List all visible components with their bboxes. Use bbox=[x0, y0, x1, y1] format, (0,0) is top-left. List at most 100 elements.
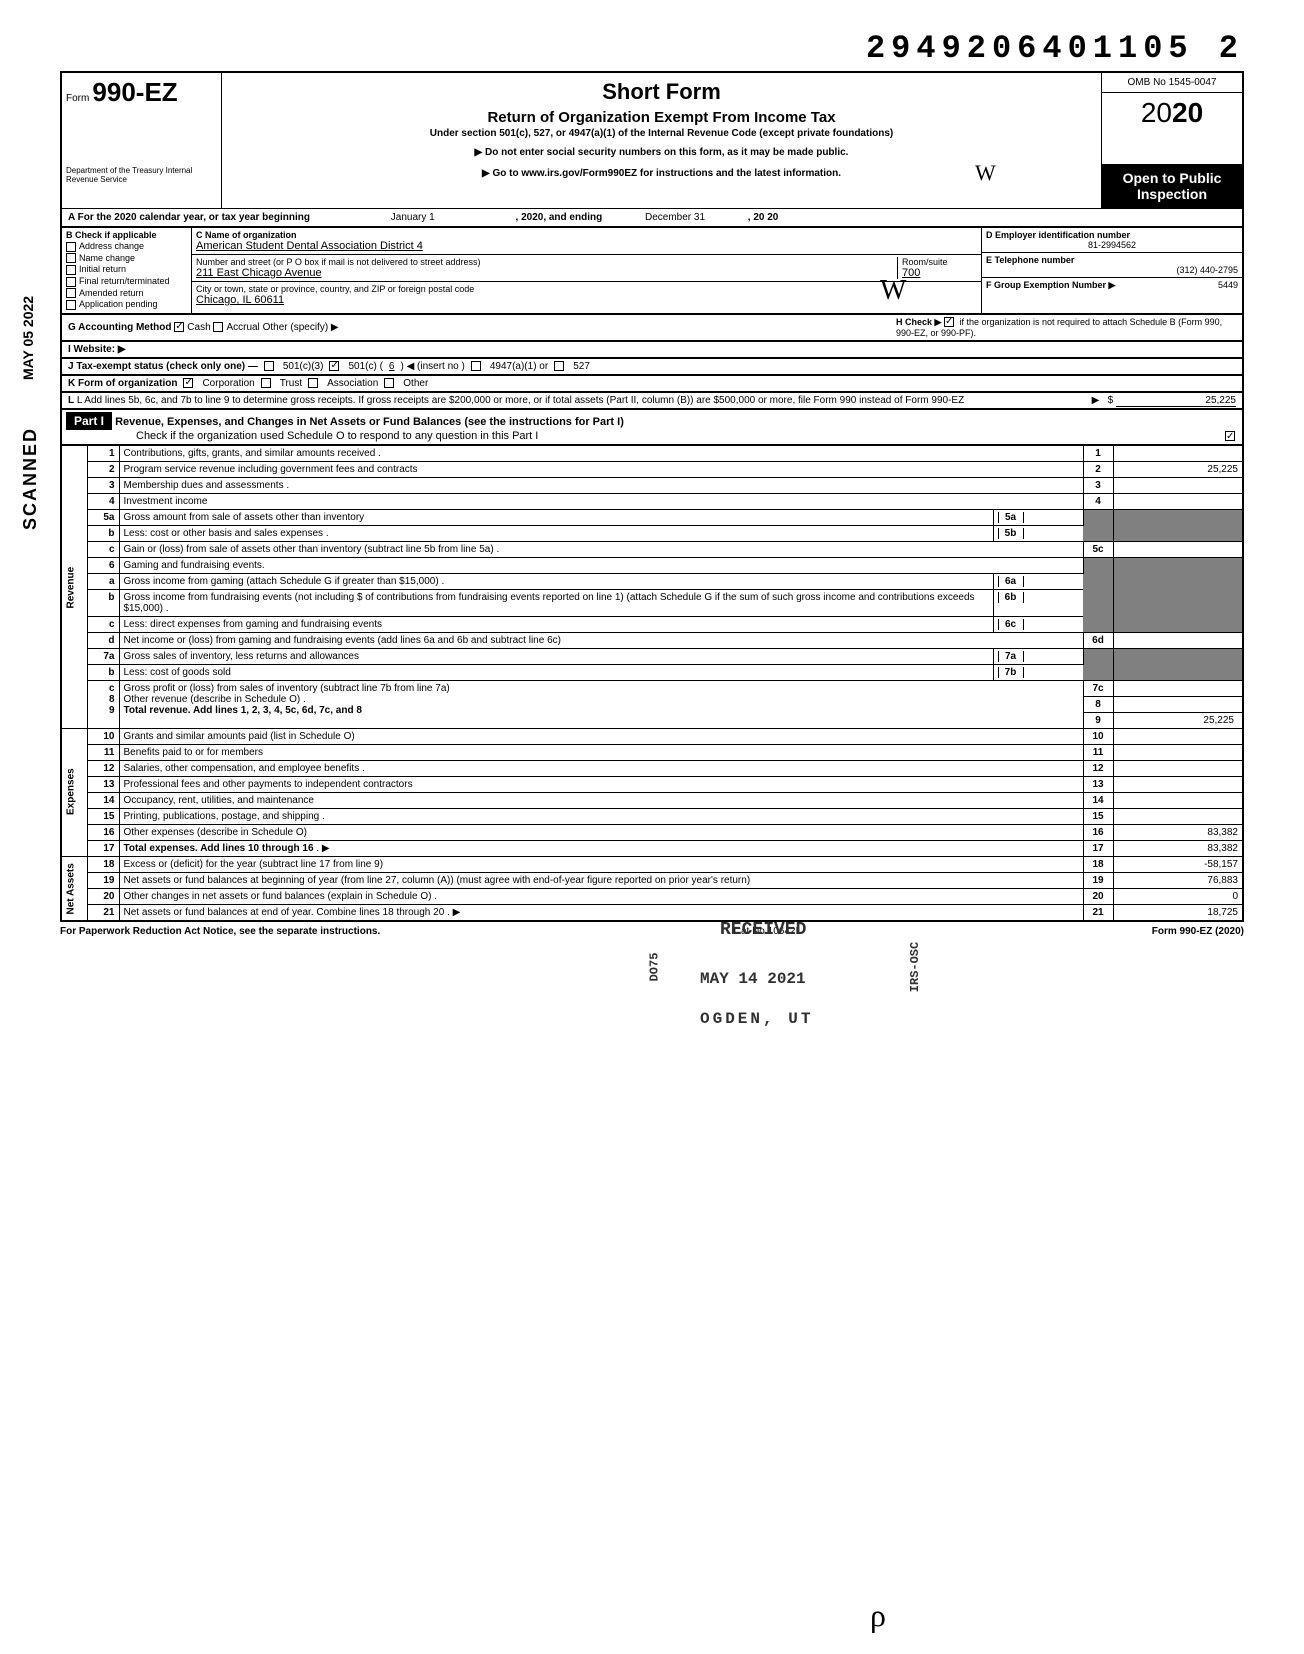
c-city-header: City or town, state or province, country… bbox=[196, 284, 474, 294]
c-column: C Name of organization American Student … bbox=[192, 228, 982, 313]
i-row: I Website: ▶ bbox=[60, 342, 1244, 359]
e-header: E Telephone number bbox=[986, 255, 1074, 265]
form-header: Form 990-EZ Short Form Return of Organiz… bbox=[60, 71, 1244, 164]
check-h[interactable] bbox=[944, 317, 954, 327]
ein: 81-2994562 bbox=[986, 240, 1238, 250]
right-header-cell: OMB No 1545-0047 2020 bbox=[1102, 73, 1242, 164]
b-header: B Check if applicable bbox=[66, 230, 157, 240]
j-label: J Tax-exempt status (check only one) — bbox=[68, 361, 258, 372]
org-city: Chicago, IL 60611 bbox=[196, 294, 284, 306]
check-initial[interactable]: Initial return bbox=[66, 264, 187, 275]
line-3: 3Membership dues and assessments . 3 bbox=[61, 477, 1243, 493]
dept-label: Department of the Treasury Internal Reve… bbox=[62, 164, 222, 208]
check-527[interactable] bbox=[554, 361, 564, 371]
f-gen-row: F Group Exemption Number ▶ 5449 bbox=[982, 278, 1242, 293]
line-a: A For the 2020 calendar year, or tax yea… bbox=[60, 209, 1244, 228]
line-5b: bLess: cost or other basis and sales exp… bbox=[61, 525, 1243, 541]
check-501c3[interactable] bbox=[264, 361, 274, 371]
line-18: Net Assets 18Excess or (deficit) for the… bbox=[61, 856, 1243, 872]
lines-table: Revenue 1 Contributions, gifts, grants, … bbox=[60, 446, 1244, 922]
l-row: L L Add lines 5b, 6c, and 7b to line 9 t… bbox=[60, 393, 1244, 410]
line-a-mid: , 2020, and ending bbox=[516, 212, 603, 223]
d-ein-row: D Employer identification number 81-2994… bbox=[982, 228, 1242, 253]
open-public: Open to Public Inspection bbox=[1102, 164, 1242, 208]
check-address[interactable]: Address change bbox=[66, 241, 187, 252]
c-addr-header: Number and street (or P O box if mail is… bbox=[196, 257, 480, 267]
k-label: K Form of organization bbox=[68, 378, 177, 389]
line-6d: dNet income or (loss) from gaming and fu… bbox=[61, 632, 1243, 648]
date-stamp-vert: MAY 05 2022 bbox=[20, 296, 36, 380]
title-main: Short Form bbox=[228, 79, 1095, 105]
check-4947[interactable] bbox=[471, 361, 481, 371]
phone: (312) 440-2795 bbox=[986, 265, 1238, 275]
line-12: 12Salaries, other compensation, and empl… bbox=[61, 760, 1243, 776]
form-label-cell: Form 990-EZ bbox=[62, 73, 222, 164]
dept-row: Department of the Treasury Internal Reve… bbox=[60, 164, 1244, 209]
line-6c: cLess: direct expenses from gaming and f… bbox=[61, 616, 1243, 632]
org-name: American Student Dental Association Dist… bbox=[196, 240, 423, 252]
goto-text: ▶ Go to www.irs.gov/Form990EZ for instru… bbox=[222, 164, 1102, 208]
line-6: 6Gaming and fundraising events. bbox=[61, 557, 1243, 573]
line-16: 16Other expenses (describe in Schedule O… bbox=[61, 824, 1243, 840]
info-grid: B Check if applicable Address change Nam… bbox=[60, 228, 1244, 315]
initial-stamp-1: W bbox=[880, 275, 906, 307]
line-a-prefix: A For the 2020 calendar year, or tax yea… bbox=[68, 212, 310, 223]
part1-title: Revenue, Expenses, and Changes in Net As… bbox=[115, 416, 624, 428]
check-other[interactable] bbox=[384, 378, 394, 388]
part1-label: Part I bbox=[66, 412, 112, 430]
line-a-begin: January 1 bbox=[313, 212, 513, 223]
section-revenue: Revenue bbox=[61, 446, 87, 729]
irs-osc-stamp: IRS-OSC bbox=[908, 942, 922, 992]
l-value: 25,225 bbox=[1116, 395, 1236, 407]
check-assoc[interactable] bbox=[308, 378, 318, 388]
check-trust[interactable] bbox=[261, 378, 271, 388]
footer: For Paperwork Reduction Act Notice, see … bbox=[60, 926, 1244, 937]
title-cell: Short Form Return of Organization Exempt… bbox=[222, 73, 1102, 164]
received-date: MAY 14 2021 bbox=[700, 970, 806, 988]
d-column: D Employer identification number 81-2994… bbox=[982, 228, 1242, 313]
check-accrual[interactable] bbox=[213, 322, 223, 332]
line-5a: 5aGross amount from sale of assets other… bbox=[61, 509, 1243, 525]
line-14: 14Occupancy, rent, utilities, and mainte… bbox=[61, 792, 1243, 808]
check-amended[interactable]: Amended return bbox=[66, 288, 187, 299]
title-subtext: Under section 501(c), 527, or 4947(a)(1)… bbox=[228, 128, 1095, 139]
org-address: 211 East Chicago Avenue bbox=[196, 267, 322, 279]
section-netassets: Net Assets bbox=[61, 856, 87, 921]
line-4: 4Investment income 4 bbox=[61, 493, 1243, 509]
d-header: D Employer identification number bbox=[986, 230, 1130, 240]
line-15: 15Printing, publications, postage, and s… bbox=[61, 808, 1243, 824]
initial-stamp-top: W bbox=[975, 160, 996, 186]
line-19: 19Net assets or fund balances at beginni… bbox=[61, 872, 1243, 888]
check-name[interactable]: Name change bbox=[66, 253, 187, 264]
line-7b: bLess: cost of goods sold 7b bbox=[61, 664, 1243, 680]
h-label: H Check ▶ bbox=[896, 317, 941, 327]
line-17: 17Total expenses. Add lines 10 through 1… bbox=[61, 840, 1243, 856]
check-corp[interactable] bbox=[183, 378, 193, 388]
line-2: 2Program service revenue including gover… bbox=[61, 461, 1243, 477]
g-label: G Accounting Method bbox=[68, 322, 172, 333]
line-10: Expenses 10Grants and similar amounts pa… bbox=[61, 728, 1243, 744]
scanned-stamp: SCANNED bbox=[20, 427, 41, 530]
footer-left: For Paperwork Reduction Act Notice, see … bbox=[60, 926, 380, 937]
initial-stamp-2: ρ bbox=[870, 1597, 886, 1634]
room-header: Room/suite bbox=[902, 257, 948, 267]
do75-stamp: DO75 bbox=[647, 953, 661, 982]
e-phone-row: E Telephone number (312) 440-2795 bbox=[982, 253, 1242, 278]
check-501c[interactable] bbox=[329, 361, 339, 371]
c-city-row: City or town, state or province, country… bbox=[192, 282, 981, 308]
501c-num: 6 bbox=[389, 361, 395, 372]
line-11: 11Benefits paid to or for members11 bbox=[61, 744, 1243, 760]
part1-checkbox[interactable] bbox=[1225, 431, 1235, 441]
c-addr-row: Number and street (or P O box if mail is… bbox=[192, 255, 981, 282]
l-text: L Add lines 5b, 6c, and 7b to line 9 to … bbox=[77, 395, 964, 406]
line-5c: cGain or (loss) from sale of assets othe… bbox=[61, 541, 1243, 557]
check-pending[interactable]: Application pending bbox=[66, 299, 187, 310]
title-sub: Return of Organization Exempt From Incom… bbox=[228, 109, 1095, 126]
line-7c-8-9: c89 Gross profit or (loss) from sales of… bbox=[61, 680, 1243, 728]
check-final[interactable]: Final return/terminated bbox=[66, 276, 187, 287]
j-row: J Tax-exempt status (check only one) — 5… bbox=[60, 359, 1244, 376]
check-cash[interactable] bbox=[174, 322, 184, 332]
line-6b: bGross income from fundraising events (n… bbox=[61, 589, 1243, 616]
f-header: F Group Exemption Number ▶ bbox=[986, 280, 1115, 290]
form-number: 990-EZ bbox=[92, 49, 177, 107]
